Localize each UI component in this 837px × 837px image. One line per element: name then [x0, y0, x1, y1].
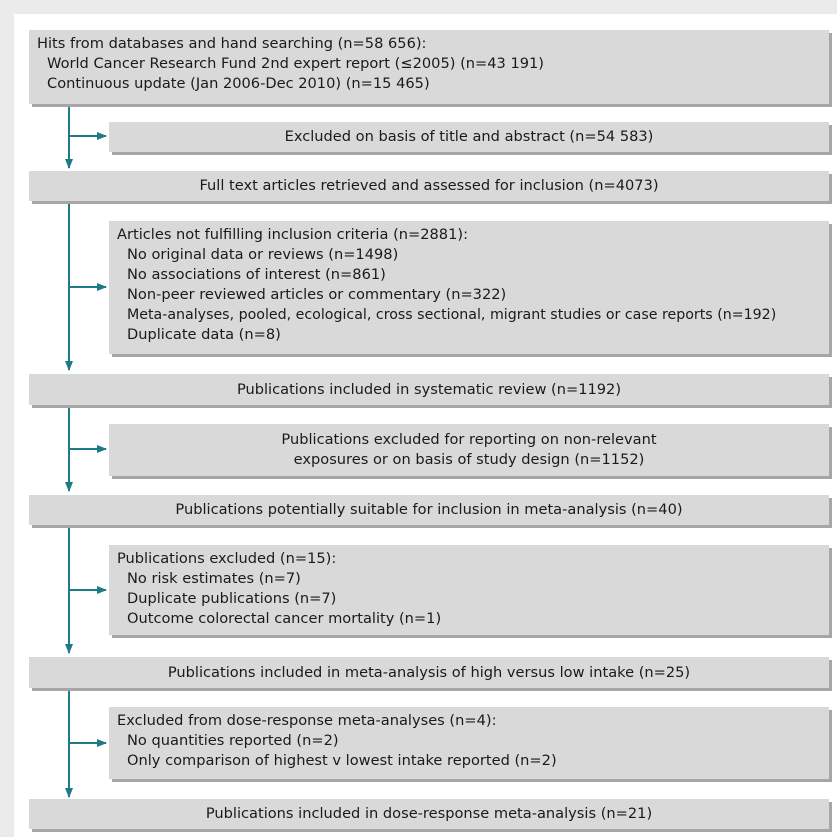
- excluded-nonrelevant-line2: exposures or on basis of study design (n…: [293, 451, 645, 468]
- hits-item-continuous-update: Continuous update (Jan 2006-Dec 2010) (n…: [47, 75, 430, 92]
- hits-title: Hits from databases and hand searching (…: [37, 35, 427, 52]
- box-potentially-suitable: Publications potentially suitable for in…: [29, 495, 829, 525]
- box-excluded-dose: Excluded from dose-response meta-analyse…: [109, 707, 829, 779]
- not-fulfilling-item: Duplicate data (n=8): [127, 326, 281, 343]
- not-fulfilling-item: No original data or reviews (n=1498): [127, 246, 399, 263]
- box-high-vs-low: Publications included in meta-analysis o…: [29, 657, 829, 688]
- box-hits: Hits from databases and hand searching (…: [29, 30, 829, 104]
- box-dose-response: Publications included in dose-response m…: [29, 799, 829, 829]
- not-fulfilling-item: Non-peer reviewed articles or commentary…: [127, 286, 507, 303]
- excluded-title-text: Excluded on basis of title and abstract …: [284, 128, 654, 145]
- not-fulfilling-item: Meta-analyses, pooled, ecological, cross…: [127, 307, 777, 323]
- not-fulfilling-title: Articles not fulfilling inclusion criter…: [117, 226, 468, 243]
- box-full-text: Full text articles retrieved and assesse…: [29, 171, 829, 201]
- systematic-review-text: Publications included in systematic revi…: [236, 380, 622, 398]
- publications-excluded-item: No risk estimates (n=7): [127, 570, 301, 587]
- hits-item-wcrf: World Cancer Research Fund 2nd expert re…: [47, 55, 544, 72]
- full-text-text: Full text articles retrieved and assesse…: [199, 177, 659, 194]
- excluded-nonrelevant-line1: Publications excluded for reporting on n…: [281, 431, 657, 448]
- publications-excluded-item: Duplicate publications (n=7): [127, 590, 337, 607]
- publications-excluded-item: Outcome colorectal cancer mortality (n=1…: [127, 610, 442, 627]
- box-excluded-title-abstract: Excluded on basis of title and abstract …: [109, 122, 829, 152]
- potentially-suitable-text: Publications potentially suitable for in…: [175, 501, 683, 518]
- excluded-dose-item: No quantities reported (n=2): [127, 732, 339, 749]
- not-fulfilling-item: No associations of interest (n=861): [127, 266, 386, 283]
- box-publications-excluded: Publications excluded (n=15): No risk es…: [109, 545, 829, 635]
- box-not-fulfilling: Articles not fulfilling inclusion criter…: [109, 221, 829, 354]
- dose-response-text: Publications included in dose-response m…: [205, 805, 653, 822]
- excluded-dose-title: Excluded from dose-response meta-analyse…: [117, 712, 497, 729]
- excluded-dose-item: Only comparison of highest v lowest inta…: [127, 752, 557, 769]
- high-vs-low-text: Publications included in meta-analysis o…: [167, 663, 691, 681]
- publications-excluded-title: Publications excluded (n=15):: [117, 550, 337, 567]
- box-excluded-nonrelevant: Publications excluded for reporting on n…: [109, 424, 829, 476]
- box-systematic-review: Publications included in systematic revi…: [29, 374, 829, 405]
